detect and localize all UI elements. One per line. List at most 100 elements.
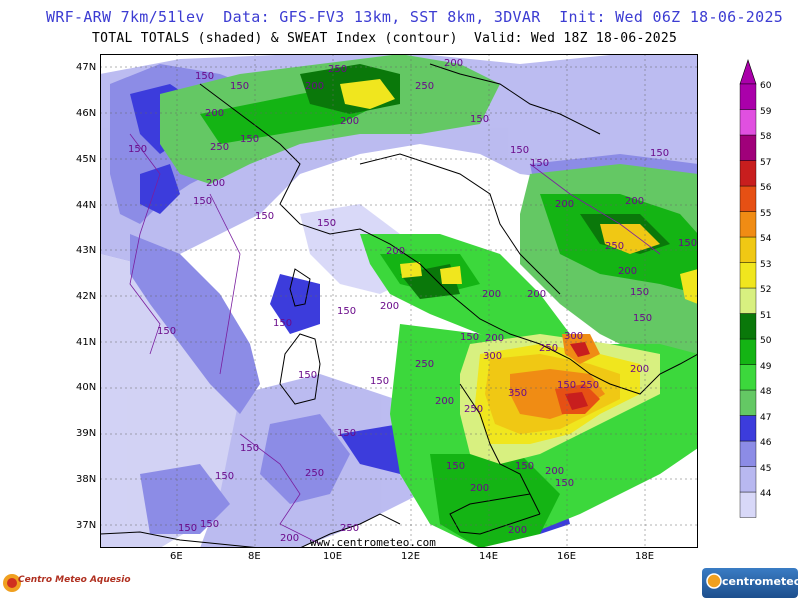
contour-label: 150 (557, 380, 576, 391)
colorbar-swatch (739, 466, 757, 493)
lat-label: 47N (76, 62, 97, 73)
lat-label: 40N (76, 382, 97, 393)
contour-label: 150 (530, 158, 549, 169)
colorbar-swatch (739, 338, 757, 365)
contour-label: 150 (298, 370, 317, 381)
contour-label: 200 (470, 483, 489, 494)
contour-label: 150 (230, 81, 249, 92)
weather-map: 150 150 250 200 200 250 200 200 150 150 … (100, 54, 698, 548)
boundaries (129, 133, 661, 545)
colorbar-swatch (739, 262, 757, 289)
colorbar-label: 44 (760, 489, 772, 499)
contour-label: 150 (515, 461, 534, 472)
colorbar-swatch (739, 389, 757, 416)
contour-label: 150 (178, 523, 197, 534)
colorbar-label: 51 (760, 310, 772, 321)
contour-label: 150 (200, 519, 219, 530)
contour-label: 250 (605, 241, 624, 252)
contour-label: 150 (650, 148, 669, 159)
contour-label: 200 (485, 333, 504, 344)
lat-label: 42N (76, 291, 97, 302)
contour-label: 200 (305, 81, 324, 92)
contour-label: 150 (630, 287, 649, 298)
contour-label: 150 (337, 428, 356, 439)
lon-label: 12E (401, 551, 421, 562)
contour-label: 150 (128, 144, 147, 155)
contour-label: 250 (305, 468, 324, 479)
lat-label: 37N (76, 520, 97, 531)
colorbar-label: 47 (760, 412, 772, 423)
gridlines (100, 54, 698, 548)
contour-label: 250 (210, 142, 229, 153)
centro-meteo-aquesio-logo (3, 574, 21, 592)
contour-label: 200 (482, 289, 501, 300)
contour-label: 200 (205, 108, 224, 119)
lat-label: 45N (76, 154, 97, 165)
colorbar-swatch (739, 313, 757, 340)
lon-label: 14E (479, 551, 499, 562)
contour-label: 300 (483, 351, 502, 362)
contour-label: 250 (464, 404, 483, 415)
lon-label: 18E (635, 551, 655, 562)
contour-label: 200 (280, 533, 299, 544)
lon-label: 8E (248, 551, 261, 562)
lon-label: 6E (170, 551, 183, 562)
contour-label: 150 (317, 218, 336, 229)
contour-label: 200 (206, 178, 225, 189)
colorbar-swatch (739, 211, 757, 238)
colorbar-label: 58 (760, 132, 772, 142)
globe-icon (706, 573, 722, 589)
contour-label: 150 (195, 71, 214, 82)
contour-label: 200 (630, 364, 649, 375)
colorbar-label: 59 (760, 106, 772, 117)
contour-label: 200 (545, 466, 564, 477)
contour-label: 200 (527, 289, 546, 300)
contour-label: 350 (508, 388, 527, 399)
contour-label: 150 (633, 313, 652, 324)
lat-label: 44N (76, 200, 97, 211)
contour-label: 150 (157, 326, 176, 337)
contour-label: 250 (415, 359, 434, 370)
colorbar-label: 53 (760, 259, 772, 270)
contour-label: 150 (337, 306, 356, 317)
contour-label: 300 (564, 331, 583, 342)
contour-label: 200 (508, 525, 527, 536)
colorbar-label: 48 (760, 387, 772, 397)
contour-label: 200 (435, 396, 454, 407)
contour-label: 200 (444, 58, 463, 69)
chart-title: WRF-ARW 7km/51lev Data: GFS-FV3 13km, SS… (46, 8, 784, 26)
colorbar-label: 55 (760, 208, 772, 219)
logo-right-text: centrometeo (722, 575, 800, 588)
colorbar-label: 60 (760, 81, 772, 91)
lat-label: 38N (76, 474, 97, 485)
contour-label: 150 (255, 211, 274, 222)
colorbar-label: 52 (760, 285, 772, 295)
lon-label: 16E (557, 551, 577, 562)
contour-label: 150 (470, 114, 489, 125)
coastlines (100, 63, 698, 548)
lat-label: 46N (76, 108, 97, 119)
contour-label: 200 (625, 196, 644, 207)
lat-label: 39N (76, 428, 97, 439)
colorbar-label: 54 (760, 234, 772, 244)
contour-label: 150 (193, 196, 212, 207)
contour-label: 150 (678, 238, 697, 249)
contour-label: 200 (555, 199, 574, 210)
colorbar-arrow (739, 59, 757, 85)
contour-label: 150 (446, 461, 465, 472)
contour-label: 250 (328, 64, 347, 75)
colorbar-swatch (739, 364, 757, 391)
contour-label: 150 (510, 145, 529, 156)
sweat-contour-labels: 150 150 250 200 200 250 200 200 150 150 … (128, 58, 697, 544)
contour-label: 200 (340, 116, 359, 127)
colorbar-swatch (739, 440, 757, 467)
colorbar-swatch (739, 185, 757, 212)
colorbar-label: 49 (760, 361, 772, 372)
contour-label: 200 (380, 301, 399, 312)
colorbar-swatch (739, 236, 757, 263)
logo-left-text: Centro Meteo Aquesio (18, 575, 131, 585)
lat-label: 41N (76, 337, 97, 348)
colorbar-swatch (739, 109, 757, 136)
colorbar-swatch (739, 83, 757, 110)
shading-warm (340, 79, 698, 464)
